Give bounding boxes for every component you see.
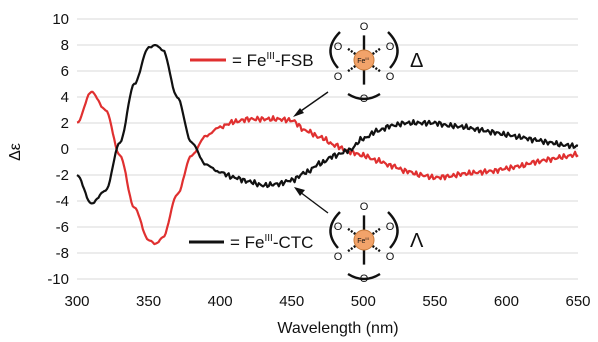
iron-label: FeIII bbox=[357, 56, 369, 65]
y-tick-label: 0 bbox=[61, 141, 69, 158]
complex-lambda: O O O O O O FeIII bbox=[329, 201, 399, 285]
x-tick-label: 450 bbox=[279, 293, 304, 310]
x-tick-label: 400 bbox=[208, 293, 233, 310]
chelate-arc bbox=[329, 211, 341, 249]
oxygen-atom: O bbox=[386, 41, 395, 53]
arrow-to-fsb bbox=[293, 91, 329, 117]
y-tick-label: 6 bbox=[61, 63, 69, 80]
y-tick-label: -6 bbox=[56, 219, 69, 236]
y-tick-label: 10 bbox=[52, 11, 69, 28]
series-lines bbox=[76, 43, 579, 246]
chelate-arc bbox=[387, 211, 399, 249]
x-tick-label: 300 bbox=[64, 293, 89, 310]
chelate-arc bbox=[347, 92, 381, 101]
oxygen-atom: O bbox=[386, 251, 395, 263]
chelate-arc bbox=[329, 31, 341, 69]
y-axis-title: Δε bbox=[7, 143, 24, 161]
complex-delta: O O O O O O FeIII bbox=[329, 21, 399, 105]
legend-ctc: = FeIII-CTC bbox=[189, 233, 313, 252]
y-tick-label: -2 bbox=[56, 167, 69, 184]
chelate-arc bbox=[347, 272, 381, 281]
y-tick-label: 4 bbox=[61, 89, 69, 106]
oxygen-atom: O bbox=[334, 41, 343, 53]
legend-label-fsb: = FeIII-FSB bbox=[232, 51, 314, 70]
y-tick-label: -10 bbox=[47, 271, 69, 288]
chelate-arc bbox=[387, 31, 399, 69]
oxygen-atom: O bbox=[334, 221, 343, 233]
iron-center bbox=[353, 49, 375, 71]
y-tick-label: 2 bbox=[61, 115, 69, 132]
series-line-ctc bbox=[76, 43, 579, 205]
oxygen-atom: O bbox=[360, 273, 369, 285]
x-tick-labels: 300 350 400 450 500 550 600 650 bbox=[64, 293, 590, 310]
y-tick-label: -4 bbox=[56, 193, 69, 210]
iron-label: FeIII bbox=[357, 236, 369, 245]
x-tick-label: 500 bbox=[351, 293, 376, 310]
arrow-to-ctc bbox=[294, 187, 329, 214]
legend-fsb: = FeIII-FSB bbox=[190, 51, 314, 70]
x-tick-label: 600 bbox=[494, 293, 519, 310]
oxygen-atom: O bbox=[360, 21, 369, 33]
x-tick-label: 650 bbox=[565, 293, 590, 310]
oxygen-atom: O bbox=[386, 71, 395, 83]
oxygen-atom: O bbox=[360, 201, 369, 213]
symbol-lambda: Λ bbox=[410, 230, 424, 252]
legend-label-ctc: = FeIII-CTC bbox=[230, 233, 313, 252]
iron-center bbox=[353, 229, 375, 251]
x-tick-label: 550 bbox=[422, 293, 447, 310]
oxygen-atom: O bbox=[334, 251, 343, 263]
symbol-delta: Δ bbox=[410, 50, 423, 72]
y-tick-label: -8 bbox=[56, 245, 69, 262]
y-tick-labels: 10 8 6 4 2 0 -2 -4 -6 -8 -10 bbox=[47, 11, 69, 288]
oxygen-atom: O bbox=[386, 221, 395, 233]
series-line-fsb bbox=[76, 90, 579, 246]
gridlines bbox=[77, 18, 578, 280]
y-tick-label: 8 bbox=[61, 37, 69, 54]
oxygen-atom: O bbox=[334, 71, 343, 83]
oxygen-atom: O bbox=[360, 93, 369, 105]
x-axis-title: Wavelength (nm) bbox=[277, 320, 398, 337]
x-tick-label: 350 bbox=[136, 293, 161, 310]
